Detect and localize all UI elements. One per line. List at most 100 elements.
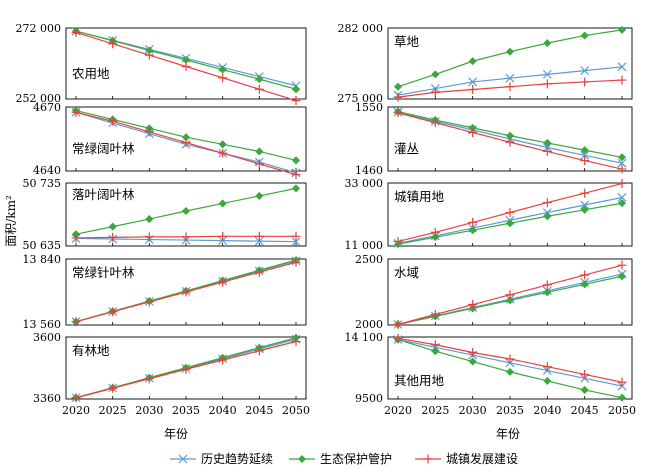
panel-title: 有林地 [72,343,110,358]
data-point [108,232,118,242]
series-城镇发展建设 [393,333,627,387]
data-point [430,227,440,237]
data-point [71,107,81,117]
data-point [218,277,228,287]
data-point [255,147,264,156]
data-point [505,47,515,56]
data-point [430,118,440,128]
data-point [580,146,589,155]
panel-5: 50 735 50 635 落叶阔叶林 [23,177,307,252]
y-tick-label-top: 3600 [33,331,61,344]
data-point [617,153,627,162]
data-point [393,108,403,118]
data-point [393,333,403,343]
y-tick-label-top: 4670 [33,101,61,114]
data-point [542,79,552,89]
x-tick-label: 2030 [459,404,487,417]
data-point [291,184,301,193]
data-point [505,219,515,228]
x-tick-label: 2020 [384,404,412,417]
data-point [505,296,515,305]
panel-10: 14 100 9500 其他用地 2020 2025 2030 2035 2040 2045 20… [345,331,637,417]
data-point [468,226,477,235]
data-point [542,198,552,208]
data-point [291,156,301,165]
data-point [71,393,81,403]
data-point [108,39,118,49]
data-point [468,85,478,95]
data-point [468,127,478,137]
data-point [254,231,264,241]
data-point [291,257,301,267]
x-axis-label-left: 年份 [164,427,188,441]
y-tick-label-top: 282 000 [338,22,384,35]
data-point [468,357,477,366]
chart-legend: 历史趋势延续 生态保护管护 城镇发展建设 [170,451,518,466]
y-tick-label-bottom: 4640 [33,164,61,177]
panel-title: 城镇用地 [394,189,445,204]
data-point [145,215,154,224]
panel-title: 常绿针叶林 [72,265,135,280]
data-point [291,85,301,94]
data-point [393,82,403,91]
legend-marker [178,454,188,464]
panel-4: 1550 1460 灌丛 [355,101,633,177]
panel-title: 灌丛 [394,141,419,156]
y-tick-label-top: 13 840 [23,253,62,266]
panel-title: 农用地 [72,66,110,81]
legend-entry: 历史趋势延续 [170,452,273,466]
legend-label: 生态保护管护 [320,451,392,466]
legend-label: 城镇发展建设 [446,451,518,466]
data-point [617,272,627,281]
data-point [181,364,191,374]
data-point [181,138,191,148]
y-axis-label: 面积/km² [4,195,18,247]
data-point [505,82,515,92]
x-tick-label: 2030 [135,404,163,417]
data-point [505,290,515,300]
data-point [505,73,515,83]
data-point [218,231,228,241]
data-point [393,319,403,329]
y-tick-label-top: 272 000 [16,22,62,35]
x-tick-label: 2025 [99,404,127,417]
y-tick-label-top: 14 100 [345,331,384,344]
data-point [291,96,301,106]
x-tick-label: 2040 [209,404,237,417]
data-point [144,297,154,307]
data-point [144,374,154,384]
data-point [617,179,627,189]
x-tick-label: 2035 [496,404,524,417]
panel-title: 水域 [394,265,419,280]
x-tick-label: 2045 [571,404,599,417]
data-point [181,232,191,242]
legend-marker [423,454,433,464]
data-point [543,376,552,385]
x-tick-label: 2040 [533,404,561,417]
data-point [543,138,552,147]
data-point [580,270,590,280]
data-point [431,347,440,356]
data-point [617,199,627,208]
data-point [108,383,118,393]
data-point [468,57,477,66]
data-point [617,260,627,270]
data-point [71,233,81,243]
data-point [617,25,627,34]
y-tick-label-bottom: 2000 [355,318,383,331]
data-point [181,61,191,71]
data-point [505,137,515,147]
data-point [218,199,227,208]
y-tick-label-top: 50 735 [23,177,62,190]
x-tick-label: 2050 [608,404,636,417]
y-tick-label-bottom: 11 000 [345,239,384,252]
y-tick-label-bottom: 275 000 [338,92,384,105]
panel-1: 272 000 252 000 农用地 [16,22,307,106]
data-point [108,116,118,126]
data-point [254,159,264,169]
data-point [617,164,627,174]
data-point [431,233,440,242]
panel-2: 282 000 275 000 草地 [338,22,633,105]
data-point [580,77,590,87]
